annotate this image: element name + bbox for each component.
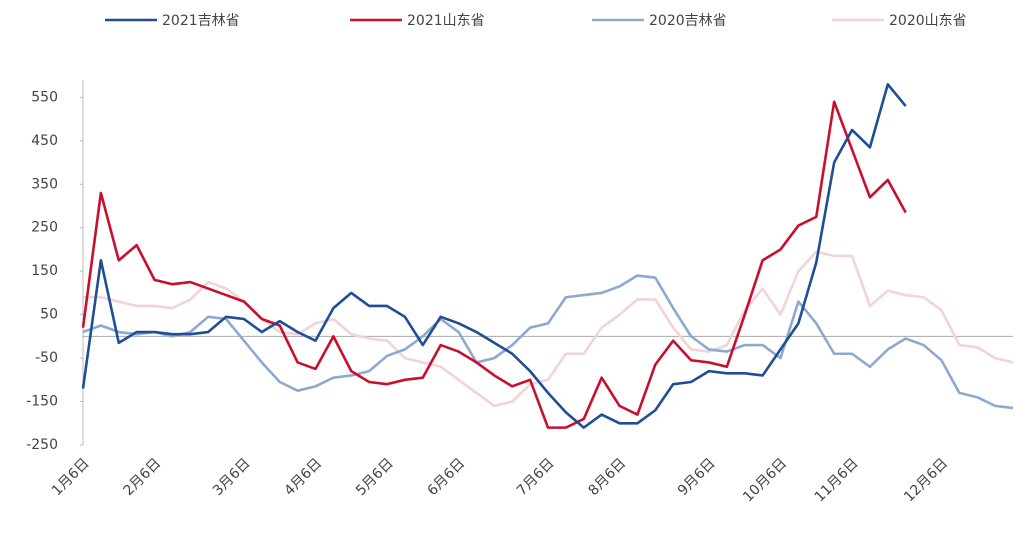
- x-tick-label: 11月6日: [812, 455, 862, 505]
- y-tick-label: 550: [31, 89, 58, 105]
- x-tick-label: 2月6日: [120, 455, 164, 499]
- x-tick-label: 8月6日: [585, 455, 629, 499]
- legend-label: 2020吉林省: [649, 13, 727, 29]
- y-tick-label: -250: [26, 437, 58, 453]
- legend-label: 2021吉林省: [162, 13, 240, 29]
- legend-label: 2020山东省: [889, 13, 967, 29]
- y-tick-label: 450: [31, 133, 58, 149]
- y-tick-label: 150: [31, 263, 58, 279]
- legend-label: 2021山东省: [407, 13, 485, 29]
- series-line: [81, 83, 907, 429]
- x-tick-label: 5月6日: [353, 455, 397, 499]
- x-tick-label: 4月6日: [281, 455, 325, 499]
- y-tick-label: -150: [26, 394, 58, 410]
- y-tick-label: 250: [31, 220, 58, 236]
- y-tick-label: -50: [35, 350, 58, 366]
- x-tick-label: 1月6日: [49, 455, 93, 499]
- y-tick-label: 50: [40, 307, 58, 323]
- y-tick-label: 350: [31, 176, 58, 192]
- series-line: [81, 100, 907, 429]
- series-line: [83, 250, 1014, 408]
- x-tick-label: 6月6日: [425, 455, 469, 499]
- x-tick-label: 7月6日: [514, 455, 558, 499]
- x-tick-label: 12月6日: [901, 455, 951, 505]
- x-tick-label: 3月6日: [210, 455, 254, 499]
- x-tick-label: 9月6日: [675, 455, 719, 499]
- series-line: [82, 274, 1014, 410]
- x-tick-label: 10月6日: [740, 455, 790, 505]
